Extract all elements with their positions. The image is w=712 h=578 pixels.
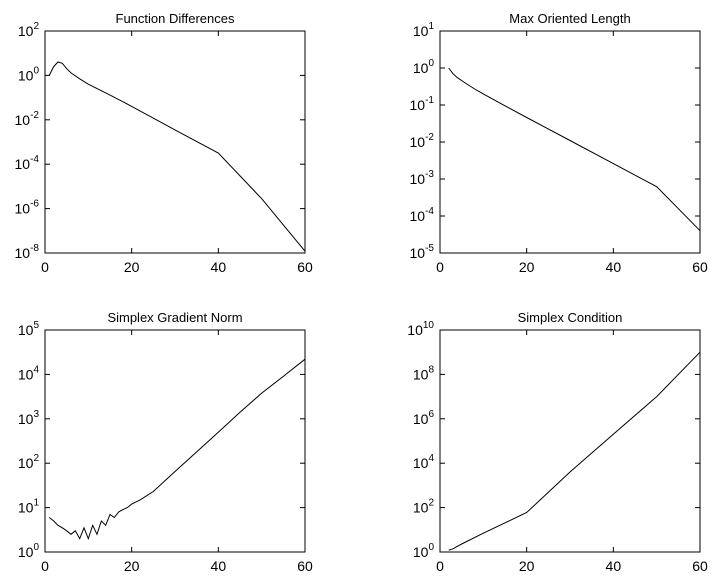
plot-frame <box>44 30 306 254</box>
y-tick-label: 102 <box>413 498 435 516</box>
y-tick-label: 1010 <box>407 320 434 338</box>
y-tick-label: 108 <box>413 364 435 382</box>
plot-frame <box>44 329 306 553</box>
y-tick-label: 10-8 <box>15 243 40 261</box>
chart-panel-3: Simplex Gradient Norm 0 20 40 60 100 101 102 103… <box>18 310 313 574</box>
y-tick-label: 10-2 <box>15 110 40 128</box>
plot-frame <box>439 329 701 553</box>
y-tick-label: 100 <box>18 65 40 83</box>
series-line-1 <box>48 61 306 252</box>
x-tick-label: 40 <box>211 558 227 574</box>
y-tick-label: 10-2 <box>410 132 435 150</box>
x-tick-label: 60 <box>297 558 313 574</box>
series-line-1 <box>448 351 701 551</box>
x-tick-label: 40 <box>211 259 227 275</box>
chart-title: Simplex Gradient Norm <box>107 310 242 325</box>
y-tick-label: 10-4 <box>15 154 40 172</box>
y-tick-label: 100 <box>18 542 40 560</box>
y-tick-label: 101 <box>18 498 40 516</box>
y-tick-label: 10-5 <box>410 243 435 261</box>
x-tick-label: 0 <box>436 259 444 275</box>
x-tick-label: 0 <box>41 558 49 574</box>
y-tick-label: 10-6 <box>15 199 40 217</box>
x-tick-label: 60 <box>297 259 313 275</box>
y-tick-label: 106 <box>413 409 435 427</box>
y-tick-label: 104 <box>18 364 40 382</box>
x-tick-label: 60 <box>692 558 708 574</box>
y-tick-label: 104 <box>413 453 435 471</box>
series-line-1 <box>448 67 701 232</box>
x-tick-label: 0 <box>41 259 49 275</box>
y-tick-label: 100 <box>413 58 435 76</box>
y-tick-label: 100 <box>413 542 435 560</box>
chart-title: Function Differences <box>116 11 235 26</box>
x-tick-label: 20 <box>124 259 140 275</box>
series-line-1 <box>48 358 306 541</box>
y-tick-label: 10-4 <box>410 206 435 224</box>
y-tick-label: 102 <box>18 21 40 39</box>
chart-panel-2: Max Oriented Length 0 20 40 60 10-5 10-4 10-3 10… <box>410 11 708 275</box>
chart-panel-4: Simplex Condition 0 20 40 60 100 102 104 106 108 1… <box>407 310 708 574</box>
x-tick-label: 20 <box>519 259 535 275</box>
x-tick-label: 40 <box>606 259 622 275</box>
y-tick-label: 103 <box>18 409 40 427</box>
x-tick-label: 40 <box>606 558 622 574</box>
y-tick-label: 105 <box>18 320 40 338</box>
x-tick-label: 20 <box>519 558 535 574</box>
chart-title: Simplex Condition <box>518 310 623 325</box>
x-tick-label: 0 <box>436 558 444 574</box>
x-tick-label: 20 <box>124 558 140 574</box>
y-tick-label: 102 <box>18 453 40 471</box>
y-tick-label: 10-1 <box>410 95 435 113</box>
y-tick-label: 10-3 <box>410 169 435 187</box>
y-tick-label: 101 <box>413 21 435 39</box>
plot-frame <box>439 30 701 254</box>
chart-panel-1: Function Differences 0 20 40 60 10-8 10-6 10-4 1… <box>15 11 313 275</box>
x-tick-label: 60 <box>692 259 708 275</box>
chart-title: Max Oriented Length <box>509 11 630 26</box>
